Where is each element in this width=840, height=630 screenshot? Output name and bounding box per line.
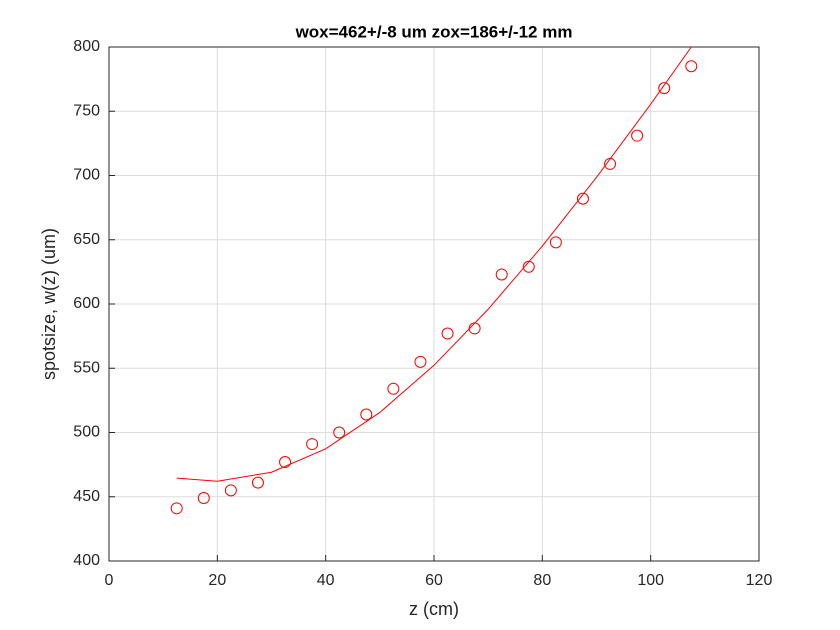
- data-point: [251, 476, 264, 489]
- y-tick-label: 600: [73, 295, 100, 312]
- x-tick-label: 20: [208, 572, 226, 589]
- x-tick-label: 40: [317, 572, 335, 589]
- y-axis-label: spotsize, w(z) (um): [39, 228, 59, 380]
- data-point: [387, 382, 400, 395]
- data-point: [631, 129, 644, 142]
- y-tick-label: 750: [73, 102, 100, 119]
- data-point: [441, 327, 454, 340]
- y-tick-label: 700: [73, 167, 100, 184]
- fit-line: [176, 46, 692, 482]
- data-point: [658, 82, 671, 95]
- data-point: [576, 192, 589, 205]
- x-tick-label: 120: [746, 572, 773, 589]
- y-tick-label: 550: [73, 359, 100, 376]
- plot-frame: [108, 46, 760, 562]
- data-point: [333, 426, 346, 439]
- x-tick-label: 60: [425, 572, 443, 589]
- y-tick-label: 500: [73, 424, 100, 441]
- x-axis-label: z (cm): [409, 599, 459, 619]
- x-tick-label: 100: [637, 572, 664, 589]
- data-point: [197, 492, 210, 505]
- data-point: [360, 408, 373, 421]
- x-tick-label: 80: [533, 572, 551, 589]
- data-point: [495, 268, 508, 281]
- y-tick-label: 800: [73, 38, 100, 55]
- y-tick-label: 450: [73, 488, 100, 505]
- data-point: [224, 484, 237, 497]
- data-point: [549, 236, 562, 249]
- data-point: [170, 502, 183, 515]
- x-tick-label: 0: [105, 572, 114, 589]
- data-point: [279, 456, 292, 469]
- data-point: [685, 60, 698, 73]
- y-tick-label: 400: [73, 552, 100, 569]
- data-point: [414, 355, 427, 368]
- data-point: [306, 438, 319, 451]
- chart-title: wox=462+/-8 um zox=186+/-12 mm: [295, 22, 573, 41]
- y-tick-label: 650: [73, 231, 100, 248]
